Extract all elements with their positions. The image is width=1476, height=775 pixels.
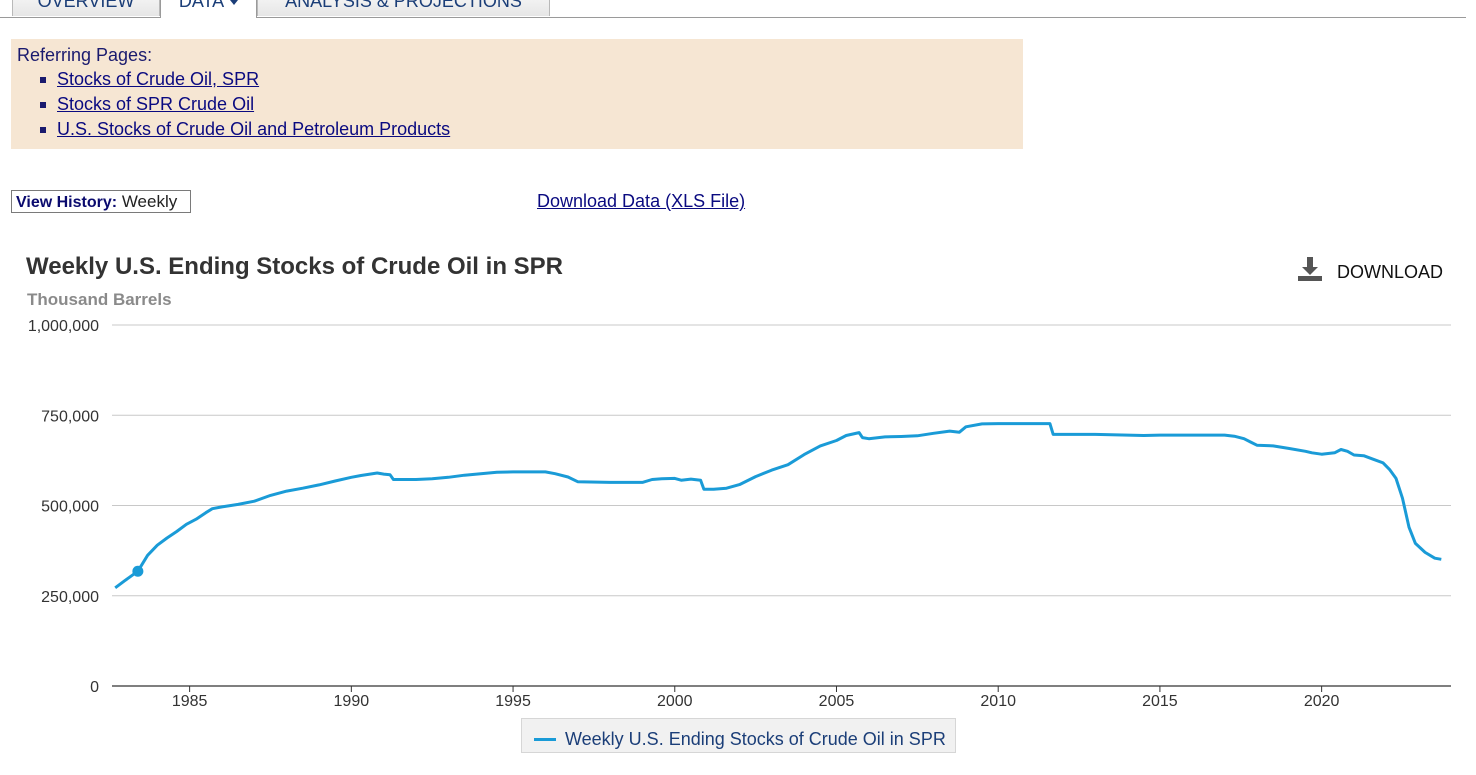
y-tick-label: 0: [90, 679, 99, 696]
list-item: Stocks of Crude Oil, SPR: [17, 67, 1017, 92]
bullet-icon: [40, 127, 46, 133]
tab-bar: OVERVIEW DATA ANALYSIS & PROJECTIONS: [0, 0, 1466, 18]
list-item: Stocks of SPR Crude Oil: [17, 92, 1017, 117]
x-tick-label: 2015: [1142, 693, 1178, 710]
view-history-select[interactable]: View History: Weekly: [11, 190, 191, 213]
chart-title: Weekly U.S. Ending Stocks of Crude Oil i…: [26, 253, 563, 280]
x-tick-label: 2000: [657, 693, 693, 710]
tab-analysis-label: ANALYSIS & PROJECTIONS: [285, 0, 522, 11]
x-tick-label: 1990: [334, 693, 370, 710]
tab-analysis-projections[interactable]: ANALYSIS & PROJECTIONS: [257, 0, 550, 16]
list-item: U.S. Stocks of Crude Oil and Petroleum P…: [17, 117, 1017, 142]
referring-link-spr-crude[interactable]: Stocks of SPR Crude Oil: [57, 94, 255, 114]
caret-down-icon: [230, 0, 239, 5]
download-icon: [1298, 257, 1322, 281]
x-tick-label: 2020: [1304, 693, 1340, 710]
tab-data-label: DATA: [178, 0, 225, 11]
referring-pages-list: Stocks of Crude Oil, SPR Stocks of SPR C…: [17, 67, 1017, 142]
line-chart: 0 250,000 500,000 750,000 1,000,000 1985 1990 1…: [28, 318, 1451, 710]
series-line: [114, 422, 1442, 590]
chart-y-unit-label: Thousand Barrels: [27, 290, 172, 309]
chart-legend[interactable]: Weekly U.S. Ending Stocks of Crude Oil i…: [521, 718, 956, 753]
tab-overview[interactable]: OVERVIEW: [12, 0, 160, 16]
x-tick-label: 2005: [819, 693, 855, 710]
bullet-icon: [40, 77, 46, 83]
bullet-icon: [40, 102, 46, 108]
y-tick-label: 1,000,000: [28, 318, 99, 335]
y-tick-label: 750,000: [41, 408, 99, 425]
y-tick-label: 500,000: [41, 499, 99, 516]
x-tick-label: 1995: [495, 693, 531, 710]
x-tick-label: 2010: [980, 693, 1016, 710]
referring-link-spr[interactable]: Stocks of Crude Oil, SPR: [57, 69, 260, 89]
tab-overview-label: OVERVIEW: [37, 0, 135, 11]
referring-pages-title: Referring Pages:: [17, 45, 153, 65]
referring-link-us-stocks[interactable]: U.S. Stocks of Crude Oil and Petroleum P…: [57, 119, 451, 139]
legend-label: Weekly U.S. Ending Stocks of Crude Oil i…: [565, 729, 946, 749]
x-tick-label: 1985: [172, 693, 208, 710]
y-tick-label: 250,000: [41, 589, 99, 606]
chart-download-label: DOWNLOAD: [1337, 262, 1444, 282]
view-history-label: View History: [16, 194, 112, 211]
tab-data[interactable]: DATA: [160, 0, 257, 18]
referring-pages-box: Referring Pages: Stocks of Crude Oil, SP…: [11, 39, 1023, 149]
view-history-value: Weekly: [121, 192, 178, 211]
download-xls-link[interactable]: Download Data (XLS File): [537, 191, 746, 211]
legend-swatch: [534, 738, 556, 741]
series-marker: [132, 565, 144, 577]
